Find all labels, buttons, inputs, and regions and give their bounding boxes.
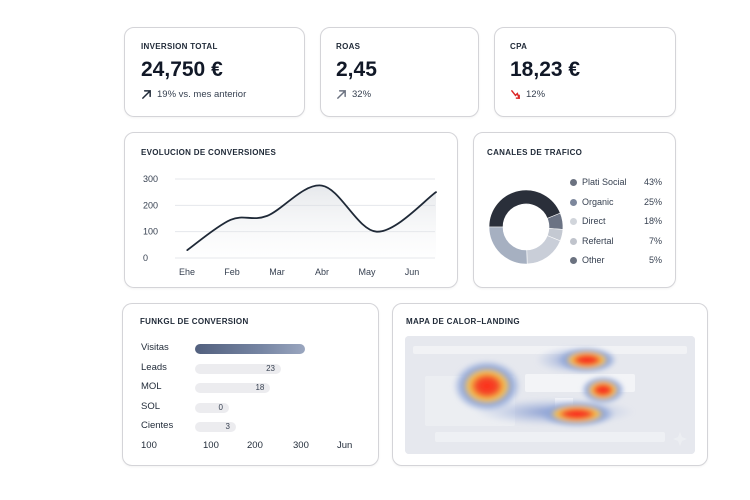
kpi-card-inversion: INVERSION TOTAL 24,750 € 19% vs. mes ant… xyxy=(124,27,305,117)
funnel-bar-value: 0 xyxy=(218,402,223,412)
donut-slice xyxy=(488,189,561,228)
funnel-stage-label: Leads xyxy=(141,361,167,373)
legend-label: Direct xyxy=(582,216,606,226)
funnel-bar: 23 xyxy=(195,363,281,374)
legend-swatch xyxy=(570,237,577,245)
conversions-line-chart: 0 100 200 300 Ehe Feb Mar Abr May Jun xyxy=(143,174,437,277)
kpi-title: INVERSION TOTAL xyxy=(141,42,218,51)
funnel-x-tick: 300 xyxy=(293,440,309,451)
funnel-stage-label: SOL xyxy=(141,400,161,412)
funnel-bar: 18 xyxy=(195,383,271,393)
sparkle-icon xyxy=(673,432,687,446)
funnel-x-tick: 100 xyxy=(203,440,219,451)
funnel-card: FUNKGL DE CONVERSION Visitas Leads 23 MOL 18… xyxy=(122,303,379,466)
legend-label: Organic xyxy=(582,196,614,207)
legend-value: 43% xyxy=(643,177,662,187)
funnel-x-tick: Jun xyxy=(337,440,353,451)
landing-heatmap xyxy=(405,336,695,454)
traffic-donut-chart xyxy=(488,189,564,265)
funnel-x-tick: 100 xyxy=(141,440,157,451)
legend-value: 25% xyxy=(643,196,662,207)
mock-footer-bar xyxy=(435,432,665,442)
trend-down-icon xyxy=(511,90,520,99)
traffic-card: CANALES DE TRAFICO Plati Social 43% Organi… xyxy=(473,132,676,288)
kpi-delta: 19% vs. mes anterior xyxy=(141,89,246,100)
legend-swatch xyxy=(570,198,577,206)
heatmap-title: MAPA DE CALOR–LANDING xyxy=(406,317,520,326)
y-tick-label: 300 xyxy=(143,174,158,184)
y-tick-label: 100 xyxy=(143,227,158,237)
legend-value: 7% xyxy=(648,235,662,246)
kpi-delta-text: 12% xyxy=(526,89,546,100)
kpi-title: CPA xyxy=(510,42,528,51)
x-tick-label: Mar xyxy=(269,267,285,277)
arrow-up-right-icon xyxy=(337,90,346,99)
y-tick-label: 0 xyxy=(143,253,148,263)
x-tick-label: Abr xyxy=(315,267,329,277)
funnel-bar xyxy=(195,344,305,354)
y-tick-label: 200 xyxy=(143,200,158,210)
heatmap-visual xyxy=(405,336,695,454)
donut-slice xyxy=(488,226,528,265)
heatmap-card: MAPA DE CALOR–LANDING xyxy=(392,303,708,466)
arrow-up-right-icon xyxy=(142,90,151,99)
series-line xyxy=(186,184,437,251)
funnel-bar-value: 18 xyxy=(255,383,265,392)
x-tick-label: Jun xyxy=(405,267,420,277)
conversions-title: EVOLUCION DE CONVERSIONES xyxy=(141,148,277,157)
legend-label: Refertal xyxy=(582,235,614,246)
kpi-delta-text: 19% vs. mes anterior xyxy=(157,89,247,100)
donut-slice xyxy=(526,235,561,265)
kpi-card-roas: ROAS 2,45 32% xyxy=(320,27,479,117)
legend-item: Direct 18% xyxy=(570,215,662,229)
legend-item: Refertal 7% xyxy=(570,235,662,249)
x-tick-label: Feb xyxy=(224,267,240,277)
legend-swatch xyxy=(570,179,577,186)
funnel-bar-value: 3 xyxy=(225,422,230,431)
kpi-delta: 12% xyxy=(510,89,545,100)
funnel-stage-label: Visitas xyxy=(141,342,169,353)
legend-item: Organic 25% xyxy=(570,196,662,210)
kpi-delta: 32% xyxy=(336,89,371,100)
funnel-x-tick: 200 xyxy=(247,440,263,451)
legend-item: Plati Social 43% xyxy=(570,176,662,190)
legend-value: 18% xyxy=(643,216,662,226)
funnel-title: FUNKGL DE CONVERSION xyxy=(140,317,249,326)
legend-item: Other 5% xyxy=(570,254,662,268)
kpi-card-cpa: CPA 18,23 € 12% xyxy=(494,27,676,117)
x-tick-label: Ehe xyxy=(179,267,195,277)
legend-swatch xyxy=(570,257,577,264)
kpi-value: 18,23 € xyxy=(510,58,581,81)
kpi-value: 2,45 xyxy=(336,58,377,81)
funnel-stage-label: Cientes xyxy=(141,420,174,431)
funnel-bar-value: 23 xyxy=(266,363,275,373)
legend-label: Plati Social xyxy=(582,177,627,187)
x-tick-label: May xyxy=(358,267,376,277)
series-area xyxy=(187,185,436,258)
kpi-value: 24,750 € xyxy=(141,58,223,81)
kpi-delta-text: 32% xyxy=(352,89,372,100)
traffic-title: CANALES DE TRAFICO xyxy=(487,148,583,157)
funnel-stage-label: MOL xyxy=(141,381,162,392)
legend-label: Other xyxy=(582,255,605,265)
funnel-bar: 0 xyxy=(195,402,229,413)
funnel-bar: 3 xyxy=(195,422,236,432)
legend-swatch xyxy=(570,218,577,225)
legend-value: 5% xyxy=(648,255,662,265)
conversions-card: EVOLUCION DE CONVERSIONES 0 100 200 300 Ehe F… xyxy=(124,132,458,288)
kpi-title: ROAS xyxy=(336,42,361,51)
